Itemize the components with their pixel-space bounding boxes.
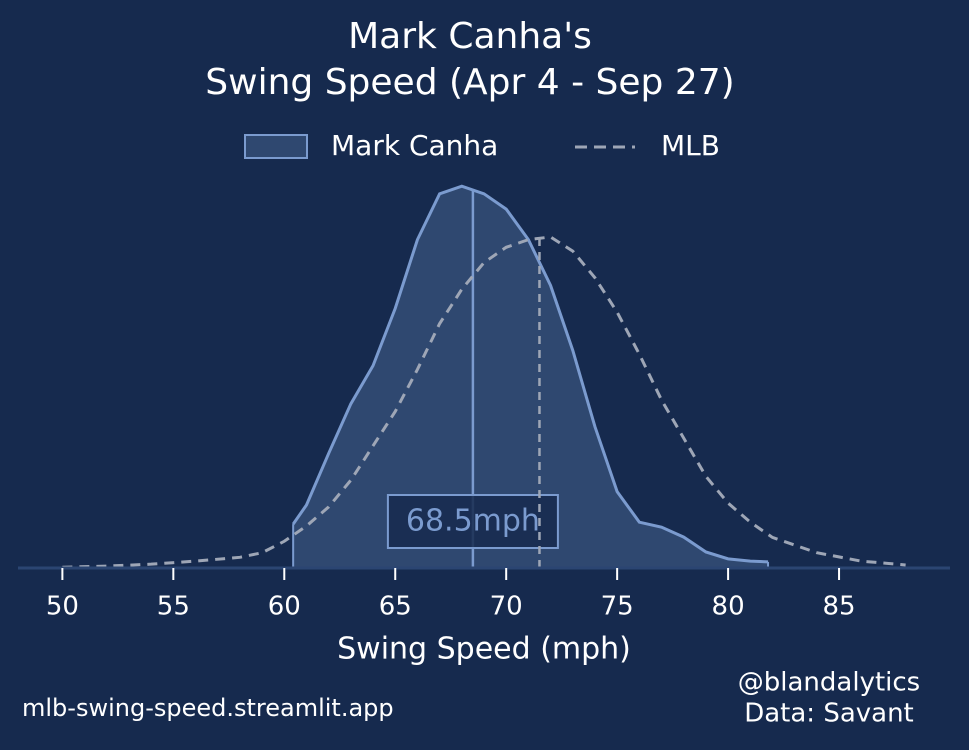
density-line — [62, 235, 906, 569]
chart-title: Swing Speed (Apr 4 - Sep 27) — [205, 62, 734, 103]
footer-credit: Data: Savant — [744, 699, 914, 729]
x-tick-label: 55 — [157, 592, 190, 622]
x-tick-label: 85 — [823, 592, 856, 622]
legend-label: Mark Canha — [331, 129, 498, 162]
chart-title: Mark Canha's — [348, 16, 592, 57]
legend-label: MLB — [661, 129, 720, 162]
x-tick-label: 80 — [712, 592, 745, 622]
area-fill — [293, 186, 769, 568]
x-tick-label: 65 — [379, 592, 412, 622]
median-label-box — [386, 494, 559, 549]
density-line — [291, 184, 769, 564]
x-tick-label: 75 — [601, 592, 634, 622]
x-tick-label: 60 — [268, 592, 301, 622]
median-label: 68.5mph — [406, 504, 540, 539]
x-tick-label: 70 — [490, 592, 523, 622]
legend-swatch — [244, 134, 308, 159]
x-tick-label: 50 — [46, 592, 79, 622]
footer-site: mlb-swing-speed.streamlit.app — [22, 694, 394, 722]
footer-credit: @blandalytics — [738, 668, 920, 698]
x-axis-label: Swing Speed (mph) — [337, 632, 631, 667]
